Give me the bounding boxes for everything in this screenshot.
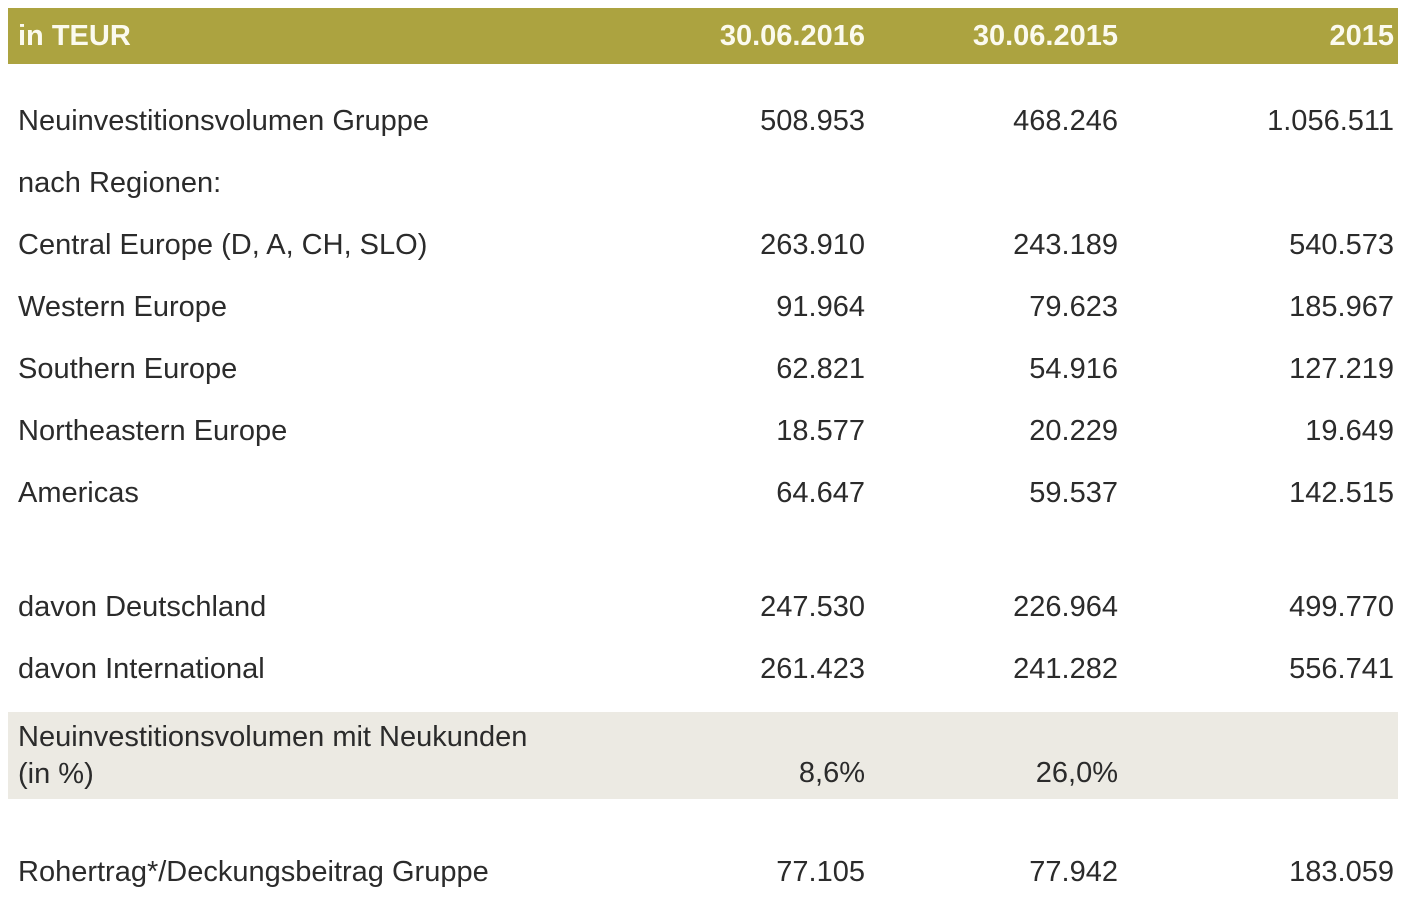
cell-value: 26,0% xyxy=(865,712,1118,799)
cell-value: 127.219 xyxy=(1289,352,1394,385)
row-neuinvestitionsvolumen-gruppe: Neuinvestitionsvolumen Gruppe 508.953 46… xyxy=(8,90,1398,152)
row-rohertrag-deckungsbeitrag-gruppe: Rohertrag*/Deckungsbeitrag Gruppe 77.105… xyxy=(8,841,1398,900)
cell-value: 19.649 xyxy=(1305,414,1394,447)
cell-value: 241.282 xyxy=(1013,652,1118,685)
cell-value: 499.770 xyxy=(1289,590,1394,623)
cell-value: 185.967 xyxy=(1289,290,1394,323)
cell-value: 263.910 xyxy=(760,228,865,261)
cell-value: 77.942 xyxy=(1029,855,1118,888)
cell-value: 243.189 xyxy=(1013,228,1118,261)
row-label: Southern Europe xyxy=(18,352,238,385)
spacer-row xyxy=(8,64,1398,90)
cell-value: 261.423 xyxy=(760,652,865,685)
row-label: Americas xyxy=(18,476,139,509)
cell-value: 54.916 xyxy=(1029,352,1118,385)
row-label: Central Europe (D, A, CH, SLO) xyxy=(18,228,428,261)
row-southern-europe: Southern Europe 62.821 54.916 127.219 xyxy=(8,338,1398,400)
row-label-line-2: (in %) xyxy=(18,757,94,790)
cell-value: 540.573 xyxy=(1289,228,1394,261)
cell-value: 62.821 xyxy=(776,352,865,385)
cell-value: 556.741 xyxy=(1289,652,1394,685)
cell-value: 18.577 xyxy=(776,414,865,447)
row-western-europe: Western Europe 91.964 79.623 185.967 xyxy=(8,276,1398,338)
header-unit-label: in TEUR xyxy=(8,8,615,64)
row-label: davon International xyxy=(18,652,265,685)
row-neuinvestitionsvolumen-mit-neukunden: Neuinvestitionsvolumen mit Neukunden (in… xyxy=(8,712,1398,799)
column-header-30-06-2015: 30.06.2015 xyxy=(865,8,1118,64)
cell-value: 59.537 xyxy=(1029,476,1118,509)
row-central-europe: Central Europe (D, A, CH, SLO) 263.910 2… xyxy=(8,214,1398,276)
row-label: Neuinvestitionsvolumen Gruppe xyxy=(18,104,430,137)
column-header-2015: 2015 xyxy=(1118,8,1398,64)
cell-value: 79.623 xyxy=(1029,290,1118,323)
row-davon-international: davon International 261.423 241.282 556.… xyxy=(8,638,1398,700)
table-header-row: in TEUR 30.06.2016 30.06.2015 2015 xyxy=(8,8,1398,64)
cell-value xyxy=(615,152,865,214)
cell-value: 468.246 xyxy=(1013,104,1118,137)
row-label: Neuinvestitionsvolumen mit Neukunden (in… xyxy=(8,712,615,799)
cell-value: 142.515 xyxy=(1289,476,1394,509)
row-label: Northeastern Europe xyxy=(18,414,288,447)
cell-value: 183.059 xyxy=(1289,855,1394,888)
row-label: nach Regionen: xyxy=(18,166,222,199)
cell-value: 226.964 xyxy=(1013,590,1118,623)
column-header-30-06-2016: 30.06.2016 xyxy=(615,8,865,64)
cell-value: 247.530 xyxy=(760,590,865,623)
financial-table: in TEUR 30.06.2016 30.06.2015 2015 Neuin… xyxy=(8,8,1398,900)
cell-value: 64.647 xyxy=(776,476,865,509)
cell-value: 91.964 xyxy=(776,290,865,323)
row-label-line-1: Neuinvestitionsvolumen mit Neukunden xyxy=(18,720,528,753)
row-label: davon Deutschland xyxy=(18,590,267,623)
row-davon-deutschland: davon Deutschland 247.530 226.964 499.77… xyxy=(8,576,1398,638)
cell-value xyxy=(1118,712,1398,799)
cell-value xyxy=(1118,152,1398,214)
row-label: Rohertrag*/Deckungsbeitrag Gruppe xyxy=(18,855,489,888)
cell-value xyxy=(865,152,1118,214)
cell-value: 77.105 xyxy=(776,855,865,888)
cell-value: 20.229 xyxy=(1029,414,1118,447)
cell-value: 508.953 xyxy=(760,104,865,137)
row-americas: Americas 64.647 59.537 142.515 xyxy=(8,462,1398,524)
spacer-row xyxy=(8,700,1398,712)
row-nach-regionen: nach Regionen: xyxy=(8,152,1398,214)
cell-value: 1.056.511 xyxy=(1267,104,1394,137)
spacer-row xyxy=(8,799,1398,841)
row-label: Western Europe xyxy=(18,290,228,323)
cell-value: 8,6% xyxy=(615,712,865,799)
row-northeastern-europe: Northeastern Europe 18.577 20.229 19.649 xyxy=(8,400,1398,462)
spacer-row xyxy=(8,524,1398,576)
